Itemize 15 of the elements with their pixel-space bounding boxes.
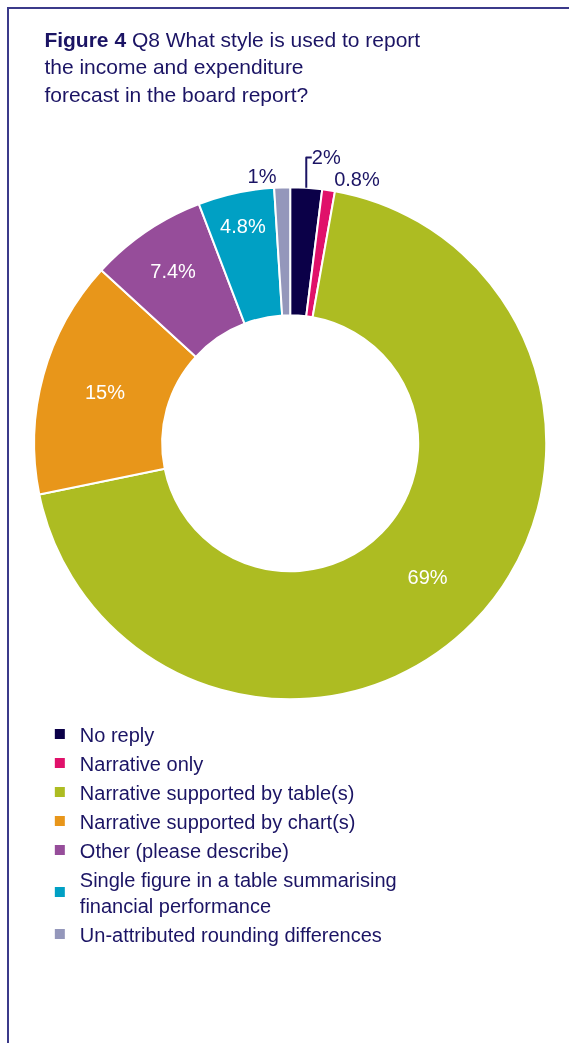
legend-label: Other (please describe): [79, 839, 289, 862]
data-label: 7.4%: [150, 260, 197, 283]
legend-label: Narrative supported by chart(s): [79, 810, 356, 833]
data-label: 0.8%: [334, 168, 380, 191]
data-label: 2%: [311, 146, 341, 169]
legend-label: Un-attributed rounding differences: [79, 923, 382, 946]
data-label: 1%: [247, 165, 277, 188]
chart-title: Figure 4: [44, 27, 127, 51]
legend-label: Narrative supported by table(s): [79, 781, 355, 804]
data-label: 15%: [85, 381, 126, 404]
legend-label: Single figure in a table summarising financial performance: [79, 868, 397, 917]
data-label: 4.8%: [220, 214, 266, 237]
legend-label: Narrative only: [79, 752, 204, 775]
legend-label: No reply: [79, 723, 155, 746]
data-label: 69%: [407, 566, 448, 589]
